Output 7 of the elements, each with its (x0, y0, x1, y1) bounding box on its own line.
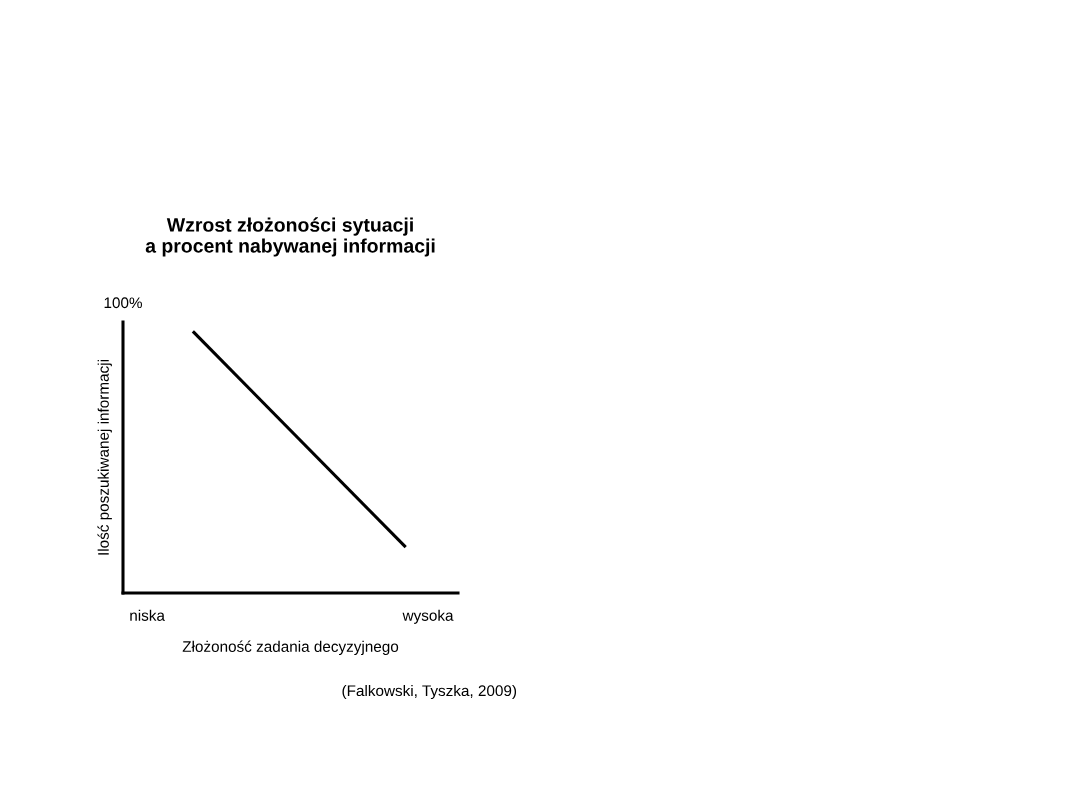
x-tick-label: niska (130, 609, 165, 621)
x-axis-title: Złożoność zadania decyzyjnego (182, 640, 399, 655)
x-tick-label: wysoka (402, 609, 454, 624)
chart-title: Wzrost złożoności sytuacji a procent nabywanej informacji (145, 217, 435, 257)
text: 100% (104, 297, 142, 309)
text: (Falkowski, Tyszka, 2009) (342, 684, 517, 700)
y-axis-title: Ilość poszukiwanej informacji (97, 360, 112, 555)
